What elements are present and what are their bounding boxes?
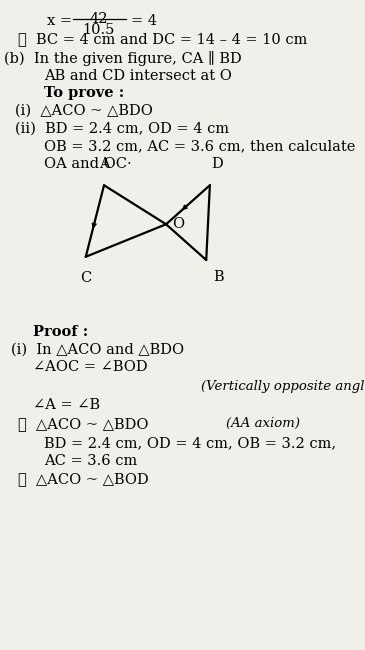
Text: BD = 2.4 cm, OD = 4 cm, OB = 3.2 cm,: BD = 2.4 cm, OD = 4 cm, OB = 3.2 cm,	[44, 436, 336, 450]
Text: = 4: = 4	[131, 14, 157, 28]
Text: OB = 3.2 cm, AC = 3.6 cm, then calculate: OB = 3.2 cm, AC = 3.6 cm, then calculate	[44, 139, 355, 153]
Text: OA and OC·: OA and OC·	[44, 157, 131, 171]
Text: C: C	[80, 271, 91, 285]
Text: O: O	[172, 217, 184, 231]
Text: ∠AOC = ∠BOD: ∠AOC = ∠BOD	[33, 360, 147, 374]
Text: (ii)  BD = 2.4 cm, OD = 4 cm: (ii) BD = 2.4 cm, OD = 4 cm	[15, 122, 229, 136]
Text: ∴  △ACO ~ △BOD: ∴ △ACO ~ △BOD	[18, 473, 149, 487]
Text: Proof :: Proof :	[33, 325, 88, 339]
Text: 42: 42	[89, 12, 108, 26]
Text: (b)  In the given figure, CA ∥ BD: (b) In the given figure, CA ∥ BD	[4, 51, 241, 66]
Text: (AA axiom): (AA axiom)	[226, 417, 300, 430]
Text: ∴  BC = 4 cm and DC = 14 – 4 = 10 cm: ∴ BC = 4 cm and DC = 14 – 4 = 10 cm	[18, 32, 308, 46]
Text: AC = 3.6 cm: AC = 3.6 cm	[44, 454, 137, 468]
Text: AB and CD intersect at O: AB and CD intersect at O	[44, 69, 232, 83]
Text: A: A	[99, 157, 110, 171]
Text: (i)  △ACO ~ △BDO: (i) △ACO ~ △BDO	[15, 104, 153, 118]
Text: ∴  △ACO ~ △BDO: ∴ △ACO ~ △BDO	[18, 417, 149, 432]
Text: To prove :: To prove :	[44, 86, 124, 101]
Text: 10.5: 10.5	[82, 23, 115, 37]
Text: (i)  In △ACO and △BDO: (i) In △ACO and △BDO	[11, 343, 184, 357]
Text: (Vertically opposite angles): (Vertically opposite angles)	[201, 380, 365, 393]
Text: D: D	[212, 157, 223, 171]
Text: ∠A = ∠B: ∠A = ∠B	[33, 398, 100, 413]
Text: x =: x =	[47, 14, 72, 28]
Text: B: B	[213, 270, 223, 284]
